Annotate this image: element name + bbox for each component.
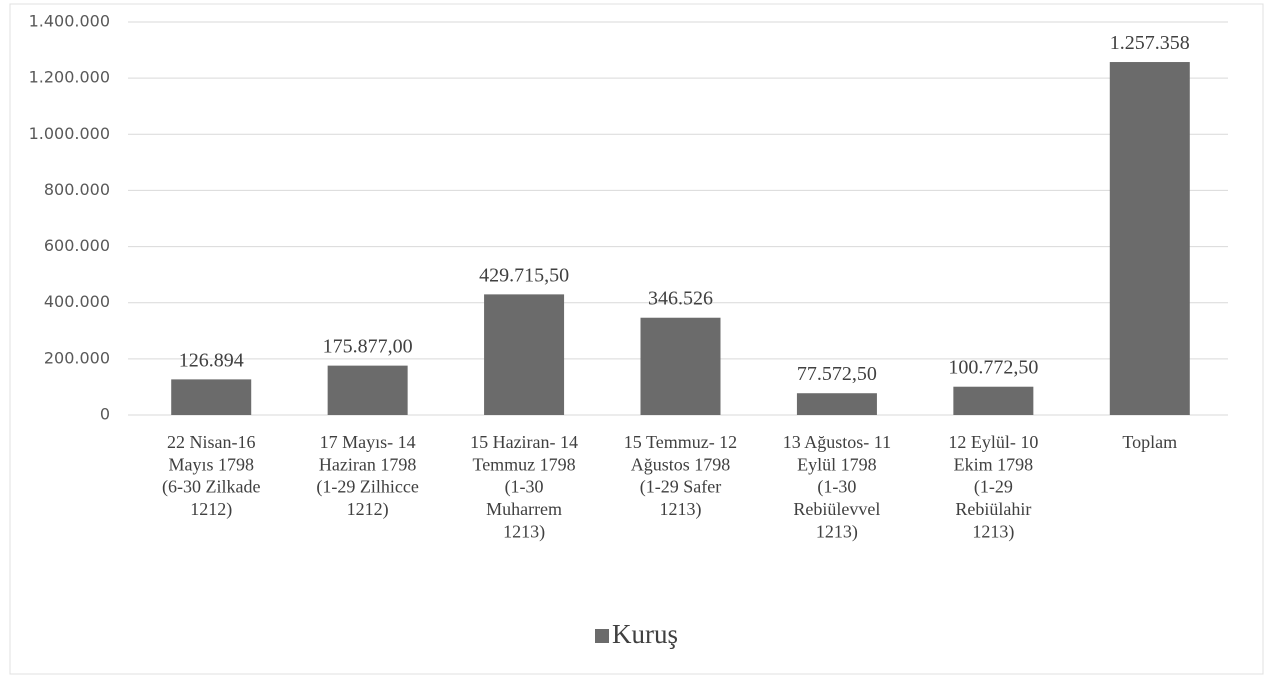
data-label: 100.772,50	[948, 357, 1038, 379]
y-tick-label: 1.200.000	[29, 68, 110, 87]
x-tick-label: 1213)	[660, 499, 702, 520]
y-tick-label: 1.400.000	[29, 12, 110, 31]
data-label: 1.257.358	[1110, 32, 1190, 54]
x-tick-label: Toplam	[1122, 432, 1177, 452]
y-tick-label: 0	[100, 405, 110, 424]
legend-label: Kuruş	[612, 619, 678, 649]
x-tick-label: (1-30	[817, 477, 856, 498]
data-label: 126.894	[179, 349, 244, 371]
x-tick-label: 17 Mayıs- 14	[320, 432, 416, 452]
y-tick-label: 600.000	[44, 236, 110, 255]
legend-swatch	[595, 629, 609, 643]
x-tick-label: (1-29 Zilhicce	[316, 477, 418, 498]
y-tick-label: 400.000	[44, 292, 110, 311]
y-tick-label: 200.000	[44, 348, 110, 367]
bar	[953, 386, 1034, 415]
x-tick-label: 1213)	[972, 521, 1014, 542]
bar	[484, 294, 565, 415]
x-tick-label: 15 Temmuz- 12	[624, 432, 737, 452]
x-tick-label: Mayıs 1798	[168, 454, 254, 474]
x-tick-label: 12 Eylül- 10	[948, 432, 1038, 452]
x-tick-label: Eylül 1798	[797, 454, 877, 474]
bar	[171, 379, 252, 415]
x-tick-label: Rebiülevvel	[793, 499, 880, 519]
x-tick-label: 1212)	[190, 499, 232, 520]
x-tick-label: (1-30	[505, 477, 544, 498]
y-tick-label: 1.000.000	[29, 124, 110, 143]
x-tick-label: Rebiülahir	[955, 499, 1031, 519]
x-tick-label: Haziran 1798	[319, 454, 416, 474]
x-tick-label: 13 Ağustos- 11	[783, 432, 891, 452]
x-tick-label: 1213)	[816, 521, 858, 542]
data-label: 175.877,00	[323, 336, 413, 358]
x-tick-label: Ekim 1798	[954, 454, 1034, 474]
y-tick-label: 800.000	[44, 180, 110, 199]
x-tick-label: 22 Nisan-16	[167, 432, 256, 452]
bar	[1109, 62, 1190, 415]
chart-border	[9, 3, 1264, 675]
x-tick-label: (1-29 Safer	[640, 477, 721, 498]
x-tick-label: (1-29	[974, 477, 1013, 498]
bar	[640, 317, 721, 415]
bar	[796, 393, 877, 415]
x-tick-label: Ağustos 1798	[631, 454, 731, 474]
x-tick-label: 1212)	[347, 499, 389, 520]
x-tick-label: 1213)	[503, 521, 545, 542]
x-tick-label: Muharrem	[486, 499, 562, 519]
x-tick-label: Temmuz 1798	[472, 454, 575, 474]
x-tick-label: 15 Haziran- 14	[470, 432, 578, 452]
data-label: 346.526	[648, 288, 713, 310]
x-tick-label: (6-30 Zilkade	[162, 477, 260, 498]
data-label: 77.572,50	[797, 363, 877, 385]
data-label: 429.715,50	[479, 264, 569, 286]
bar	[327, 365, 408, 415]
